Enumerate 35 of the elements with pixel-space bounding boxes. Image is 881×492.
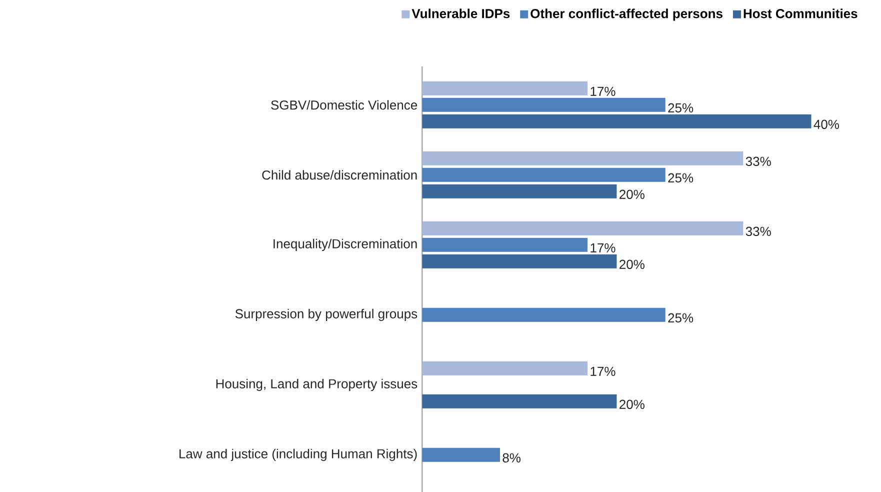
data-label: 33% [746, 226, 771, 236]
bar [422, 254, 617, 268]
data-label: 17% [590, 366, 616, 376]
data-label: 40% [814, 120, 839, 129]
y-tick-label: Housing, Land and Property issues [216, 378, 418, 391]
legend-label: Vulnerable IDPs [412, 8, 510, 18]
bar [422, 98, 666, 112]
bar [422, 238, 588, 252]
data-label: 20% [620, 260, 644, 269]
bar [422, 114, 812, 128]
bar [422, 81, 588, 96]
bar [422, 448, 500, 462]
bar [422, 168, 666, 182]
data-label: 25% [668, 103, 694, 112]
y-tick-label: Surpression by powerful groups [235, 308, 418, 321]
y-tick-label: Inequality/Discremination [274, 238, 417, 251]
y-tick-label: SGBV/Domestic Violence [271, 100, 418, 110]
bar [422, 184, 617, 198]
y-tick-label: Child abuse/discremination [262, 170, 417, 180]
data-label: 8% [502, 453, 521, 462]
bar [422, 361, 588, 376]
data-label: 17% [590, 86, 616, 96]
data-label: 25% [668, 173, 694, 182]
data-label: 33% [746, 156, 771, 166]
data-label: 25% [668, 313, 694, 322]
legend-label: Host Communities [744, 8, 858, 18]
bar [422, 151, 744, 166]
bar [422, 394, 617, 408]
y-tick-label: Law and justice (including Human Rights) [180, 448, 417, 461]
bar [422, 308, 666, 322]
legend-label: Other conflict-affected persons [530, 8, 722, 21]
bar [422, 221, 744, 236]
data-label: 20% [620, 400, 644, 409]
data-label: 17% [590, 243, 616, 252]
data-label: 20% [620, 190, 644, 199]
